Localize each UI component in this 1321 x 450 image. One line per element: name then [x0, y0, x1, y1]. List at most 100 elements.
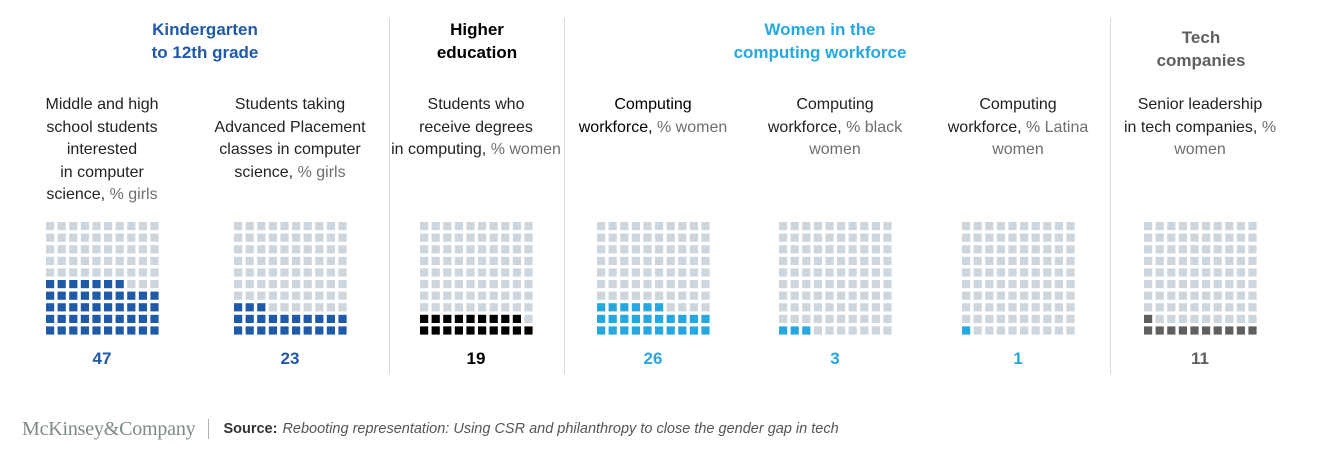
- waffle-cell-empty: [1248, 245, 1257, 254]
- waffle-cell-empty: [1178, 233, 1187, 242]
- waffle-cell-empty: [338, 222, 347, 231]
- waffle-cell-empty: [837, 326, 846, 335]
- waffle-cell-empty: [1225, 268, 1234, 277]
- description-text: Senior leadership in tech companies,: [1123, 96, 1263, 136]
- waffle-cell-empty: [860, 280, 869, 289]
- waffle-cell-filled: [127, 303, 136, 312]
- waffle-cell-filled: [115, 291, 124, 300]
- waffle-cell-empty: [608, 291, 617, 300]
- waffle-cell-empty: [1031, 233, 1040, 242]
- waffle-cell-empty: [813, 268, 822, 277]
- waffle-cell-empty: [837, 291, 846, 300]
- waffle-cell-empty: [678, 268, 687, 277]
- waffle-cell-empty: [973, 314, 982, 323]
- unit-label: % girls: [297, 163, 346, 181]
- waffle-cell-empty: [1054, 291, 1063, 300]
- waffle-cell-empty: [501, 222, 510, 231]
- waffle-cell-empty: [524, 256, 533, 265]
- waffle-cell-empty: [245, 268, 254, 277]
- waffle-cell-empty: [46, 233, 55, 242]
- waffle-cell-empty: [802, 280, 811, 289]
- waffle-cell-empty: [802, 222, 811, 231]
- waffle-cell-empty: [478, 222, 487, 231]
- waffle-cell-empty: [996, 268, 1005, 277]
- waffle-cell-empty: [962, 256, 971, 265]
- waffle-cell-filled: [620, 314, 629, 323]
- waffle-cell-empty: [1054, 222, 1063, 231]
- waffle-cell-empty: [1213, 222, 1222, 231]
- waffle-cell-empty: [150, 268, 159, 277]
- value-label: 26: [643, 349, 663, 368]
- waffle-cell-empty: [303, 256, 312, 265]
- waffle-cell-empty: [597, 245, 606, 254]
- waffle-cell-empty: [1020, 314, 1029, 323]
- waffle-cell-empty: [268, 268, 277, 277]
- waffle-cell-empty: [1248, 256, 1257, 265]
- waffle-cell-empty: [1008, 256, 1017, 265]
- panel-description: Middle and high school students interest…: [12, 94, 192, 207]
- waffle-cell-filled: [104, 314, 113, 323]
- waffle-cell-empty: [443, 291, 452, 300]
- waffle-cell-empty: [1190, 303, 1199, 312]
- waffle-cell-empty: [1054, 303, 1063, 312]
- waffle-cell-empty: [292, 222, 301, 231]
- waffle-cell-empty: [790, 245, 799, 254]
- waffle-cell-empty: [1155, 256, 1164, 265]
- waffle-cell-empty: [631, 233, 640, 242]
- waffle-cell-filled: [245, 303, 254, 312]
- waffle-cell-empty: [996, 303, 1005, 312]
- waffle-cell-filled: [524, 326, 533, 335]
- waffle-cell-empty: [245, 291, 254, 300]
- waffle-cell-empty: [689, 256, 698, 265]
- waffle-cell-empty: [1020, 268, 1029, 277]
- waffle-cell-empty: [1043, 268, 1052, 277]
- waffle-cell-empty: [315, 268, 324, 277]
- waffle-cell-empty: [478, 256, 487, 265]
- waffle-cell-filled: [701, 314, 710, 323]
- waffle-cell-empty: [643, 291, 652, 300]
- waffle-cell-filled: [1178, 326, 1187, 335]
- waffle-cell-empty: [1213, 291, 1222, 300]
- waffle-cell-empty: [280, 303, 289, 312]
- waffle-cell-empty: [1043, 314, 1052, 323]
- waffle-cell-empty: [489, 222, 498, 231]
- panel-workforce-black-women: Computing workforce, % black women 3: [745, 0, 925, 380]
- waffle-cell-empty: [631, 256, 640, 265]
- waffle-cell-empty: [234, 268, 243, 277]
- waffle-cell-empty: [701, 245, 710, 254]
- waffle-cell-filled: [303, 314, 312, 323]
- waffle-cell-empty: [689, 245, 698, 254]
- waffle-cell-empty: [489, 233, 498, 242]
- waffle-cell-filled: [431, 314, 440, 323]
- waffle-cell-empty: [1155, 314, 1164, 323]
- waffle-cell-empty: [848, 303, 857, 312]
- waffle-cell-empty: [996, 256, 1005, 265]
- waffle-cell-empty: [1144, 291, 1153, 300]
- waffle-cell-empty: [1043, 245, 1052, 254]
- waffle-cell-empty: [1144, 303, 1153, 312]
- waffle-cell-empty: [962, 222, 971, 231]
- waffle-cell-empty: [315, 291, 324, 300]
- waffle-svg: [1144, 222, 1257, 335]
- waffle-cell-empty: [466, 245, 475, 254]
- waffle-cell-empty: [1043, 326, 1052, 335]
- waffle-cell-empty: [1225, 280, 1234, 289]
- waffle-cell-empty: [431, 222, 440, 231]
- waffle-cell-empty: [501, 256, 510, 265]
- waffle-cell-empty: [1031, 303, 1040, 312]
- waffle-cell-empty: [466, 233, 475, 242]
- waffle-cell-empty: [1202, 233, 1211, 242]
- waffle-cell-filled: [104, 303, 113, 312]
- waffle-cell-empty: [234, 291, 243, 300]
- waffle-cell-empty: [46, 245, 55, 254]
- waffle-cell-empty: [501, 245, 510, 254]
- waffle-cell-empty: [689, 291, 698, 300]
- waffle-cell-empty: [431, 233, 440, 242]
- waffle-cell-empty: [1190, 268, 1199, 277]
- waffle-cell-empty: [92, 222, 101, 231]
- waffle-cell-empty: [80, 268, 89, 277]
- waffle-cell-filled: [46, 314, 55, 323]
- waffle-cell-filled: [678, 314, 687, 323]
- waffle-cell-empty: [138, 268, 147, 277]
- waffle-cell-empty: [1248, 314, 1257, 323]
